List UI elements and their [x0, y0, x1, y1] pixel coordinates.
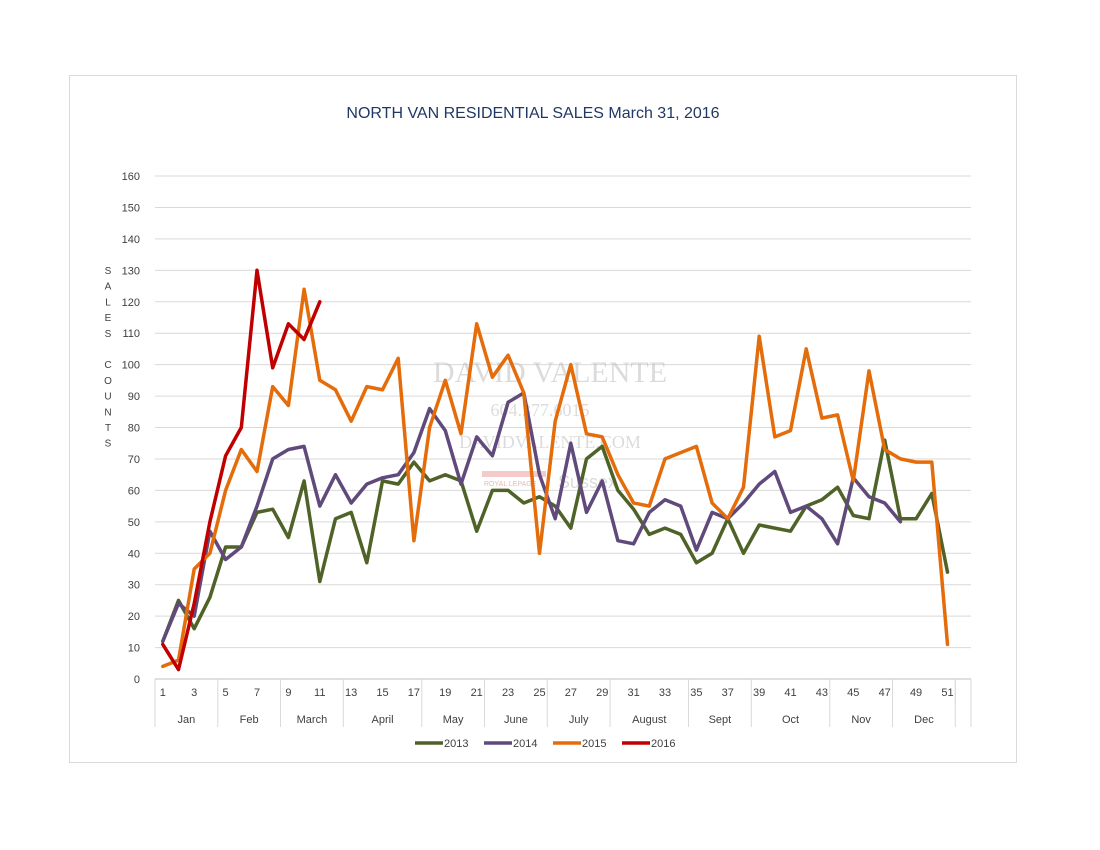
month-label: Sept — [709, 714, 732, 726]
x-tick-label: 3 — [191, 687, 197, 699]
y-tick-label: 80 — [128, 423, 140, 435]
y-axis-letter: E — [105, 313, 112, 324]
x-tick-label: 41 — [784, 687, 796, 699]
x-tick-label: 19 — [439, 687, 451, 699]
x-tick-label: 27 — [565, 687, 577, 699]
series-lines — [161, 268, 950, 672]
watermark-office: Sussex — [558, 472, 617, 492]
y-axis-letter: A — [105, 282, 112, 293]
y-axis-letter: U — [104, 392, 111, 403]
x-tick-label: 5 — [223, 687, 229, 699]
x-tick-label: 39 — [753, 687, 765, 699]
x-tick-label: 47 — [879, 687, 891, 699]
x-tick-label: 23 — [502, 687, 514, 699]
x-tick-label: 35 — [690, 687, 702, 699]
y-tick-label: 0 — [134, 674, 140, 686]
y-tick-label: 100 — [122, 360, 140, 372]
y-tick-label: 90 — [128, 391, 140, 403]
legend-label-2016: 2016 — [651, 738, 675, 750]
x-tick-label: 43 — [816, 687, 828, 699]
x-tick-label: 21 — [471, 687, 483, 699]
x-tick-label: 13 — [345, 687, 357, 699]
y-tick-label: 50 — [128, 517, 140, 529]
series-line-2013 — [161, 438, 950, 644]
y-tick-label: 70 — [128, 454, 140, 466]
chart-title: NORTH VAN RESIDENTIAL SALES March 31, 20… — [346, 105, 719, 122]
month-label: Dec — [914, 714, 934, 726]
x-tick-label: 11 — [314, 687, 325, 699]
x-tick-label: 49 — [910, 687, 922, 699]
y-tick-label: 30 — [128, 580, 140, 592]
series-line-2015 — [161, 287, 950, 669]
y-axis-letter: O — [104, 376, 112, 387]
y-axis-letter: S — [105, 266, 112, 277]
month-label: June — [504, 714, 528, 726]
x-tick-label: 1 — [160, 687, 166, 699]
legend-label-2013: 2013 — [444, 738, 468, 750]
y-axis-letter: S — [105, 439, 112, 450]
x-tick-label: 37 — [722, 687, 734, 699]
y-tick-label: 150 — [122, 202, 140, 214]
y-axis-letter: C — [104, 360, 111, 371]
y-axis-letter: N — [104, 407, 111, 418]
month-label: August — [632, 714, 666, 726]
y-tick-label: 10 — [128, 643, 140, 655]
x-tick-label: 25 — [533, 687, 545, 699]
month-label: April — [372, 714, 394, 726]
gridlines — [155, 175, 971, 680]
y-axis-letter: T — [105, 423, 111, 434]
x-tick-label: 17 — [408, 687, 420, 699]
x-tick-label: 15 — [376, 687, 388, 699]
month-label: Jan — [178, 714, 196, 726]
chart-svg: NORTH VAN RESIDENTIAL SALES March 31, 20… — [104, 105, 972, 750]
x-tick-label: 33 — [659, 687, 671, 699]
month-label: Nov — [851, 714, 871, 726]
legend: 2013 2014 2015 2016 — [415, 738, 675, 750]
month-label: May — [443, 714, 464, 726]
y-tick-label: 140 — [122, 234, 140, 246]
x-tick-label: 31 — [627, 687, 639, 699]
y-tick-label: 60 — [128, 485, 140, 497]
chart-frame: NORTH VAN RESIDENTIAL SALES March 31, 20… — [69, 75, 1017, 763]
y-tick-label: 120 — [122, 297, 140, 309]
x-tick-label: 45 — [847, 687, 859, 699]
y-axis-letter: S — [105, 329, 112, 340]
y-tick-label: 20 — [128, 611, 140, 623]
y-tick-label: 40 — [128, 548, 140, 560]
month-label: March — [297, 714, 328, 726]
y-tick-label: 130 — [122, 265, 140, 277]
watermark-logo-bar — [482, 471, 546, 477]
x-tick-label: 9 — [285, 687, 291, 699]
x-axis: 1 3 5 7 9 11 13 15 17 19 21 23 25 27 29 31 33 35 37 39 41 43 4… — [154, 679, 972, 727]
x-tick-label: 29 — [596, 687, 608, 699]
month-label: Oct — [782, 714, 799, 726]
y-axis-letter: L — [105, 297, 111, 308]
series-line-2016 — [161, 268, 322, 672]
month-label: July — [569, 714, 589, 726]
y-tick-labels: 0 10 20 30 40 50 60 70 80 90 100 110 120 130 140 150 160 — [122, 171, 140, 686]
y-tick-label: 110 — [122, 328, 140, 340]
watermark-phone: 604.377.6015 — [491, 400, 590, 420]
watermark-brokerage: ROYAL LEPAGE — [484, 481, 537, 488]
month-label: Feb — [240, 714, 259, 726]
x-tick-label: 7 — [254, 687, 260, 699]
legend-label-2015: 2015 — [582, 738, 606, 750]
legend-label-2014: 2014 — [513, 738, 537, 750]
y-tick-label: 160 — [122, 171, 140, 183]
series-line-2014 — [161, 391, 903, 644]
x-tick-label: 51 — [941, 687, 953, 699]
